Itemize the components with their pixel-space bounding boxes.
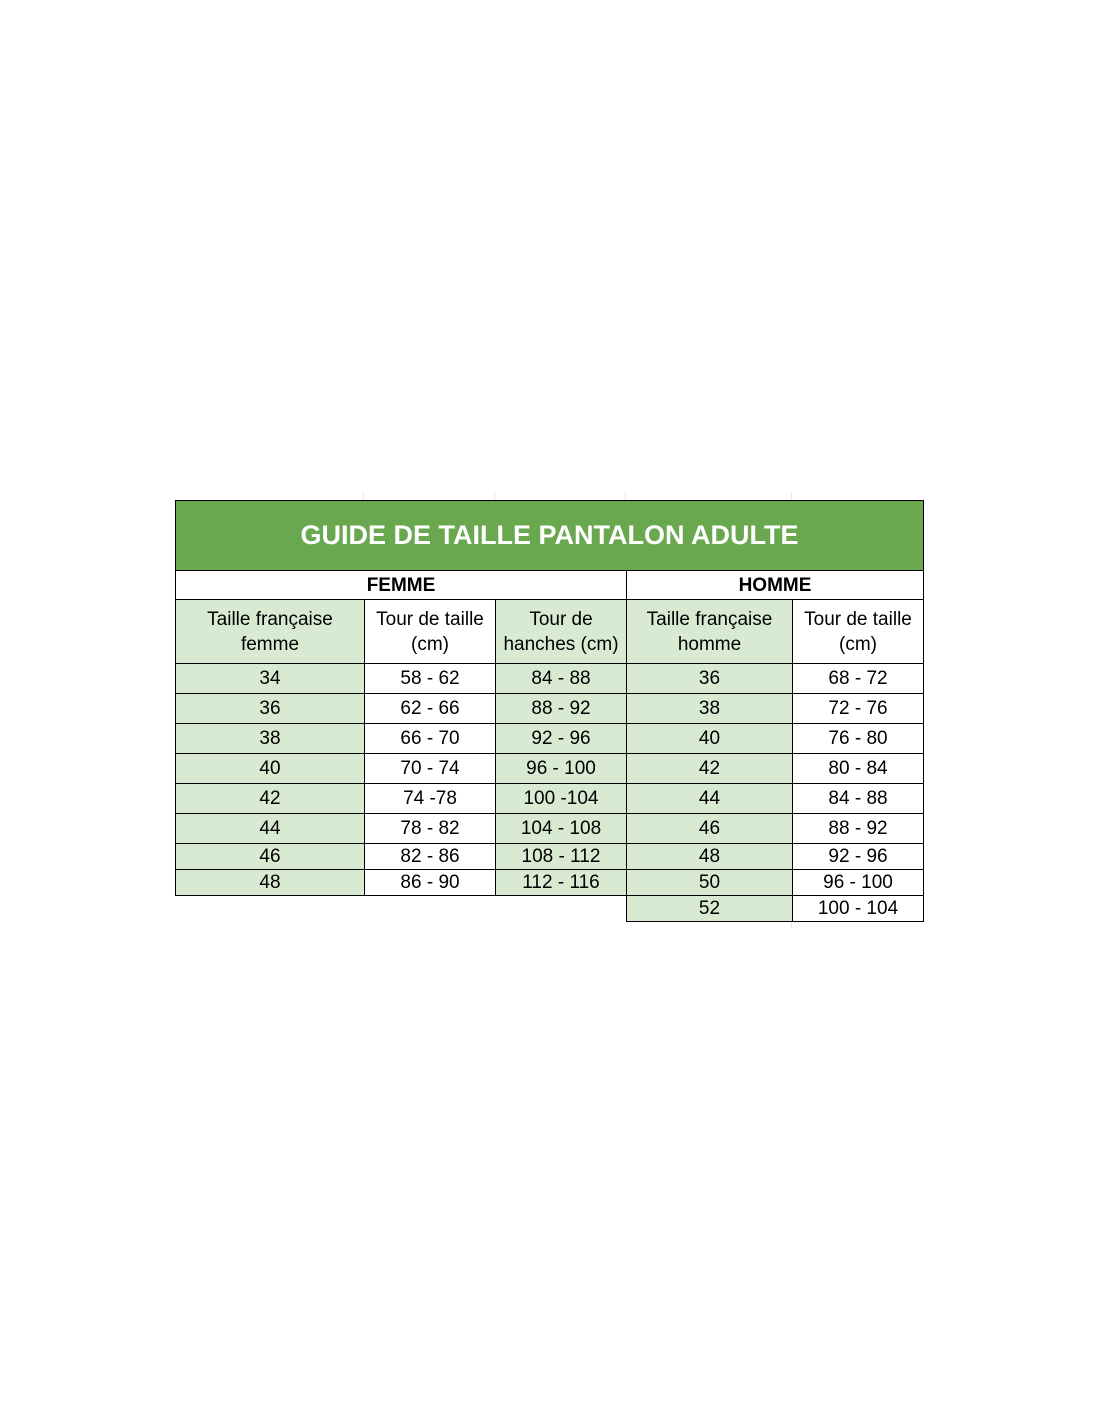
table-cell: 48 [175,869,365,896]
column-header-line: Taille française [207,608,333,630]
gridline [625,492,626,500]
column-header-line: (cm) [839,633,877,655]
table-cell: 92 - 96 [792,843,924,870]
table-cell: 48 [626,843,793,870]
table-cell: 72 - 76 [792,693,924,724]
column-header-line: Tour de taille [376,608,484,630]
table-cell: 46 [175,843,365,870]
table-cell: 86 - 90 [364,869,496,896]
group-homme: HOMME [626,570,924,600]
table-cell: 112 - 116 [495,869,627,896]
table-cell: 66 - 70 [364,723,496,754]
table-cell: 104 - 108 [495,813,627,844]
table-cell: 40 [626,723,793,754]
column-header: Taille française femme [175,599,365,664]
table-cell [496,896,627,922]
table-row: 40 70 - 74 96 - 100 42 80 - 84 [175,753,924,784]
table-cell: 44 [175,813,365,844]
table-cell: 82 - 86 [364,843,496,870]
table-cell: 62 - 66 [364,693,496,724]
table-cell: 40 [175,753,365,784]
column-header-line: Tour de [529,608,593,630]
table-title: GUIDE DE TAILLE PANTALON ADULTE [175,500,924,571]
table-row: 36 62 - 66 88 - 92 38 72 - 76 [175,693,924,724]
table-cell: 88 - 92 [495,693,627,724]
table-cell: 70 - 74 [364,753,496,784]
gridline [363,492,364,500]
table-cell: 74 -78 [364,783,496,814]
table-cell: 108 - 112 [495,843,627,870]
table-row: 46 82 - 86 108 - 112 48 92 - 96 [175,843,924,870]
table-cell: 52 [626,895,793,922]
table-cell: 100 -104 [495,783,627,814]
column-header: Tour de hanches (cm) [495,599,627,664]
column-header-line: Tour de taille [804,608,912,630]
column-header-line: homme [677,633,742,655]
table-cell: 38 [626,693,793,724]
size-guide-table: GUIDE DE TAILLE PANTALON ADULTE FEMME HO… [175,500,924,922]
table-cell: 80 - 84 [792,753,924,784]
table-cell: 88 - 92 [792,813,924,844]
table-cell [365,896,496,922]
column-header-line: femme [240,633,300,655]
gridline [791,918,792,928]
table-cell: 44 [626,783,793,814]
table-cell: 36 [626,663,793,694]
table-row: 52 100 - 104 [176,895,924,922]
column-header: Taille française homme [626,599,793,664]
table-cell [176,896,365,922]
table-cell: 42 [626,753,793,784]
table-cell: 58 - 62 [364,663,496,694]
table-row: 38 66 - 70 92 - 96 40 76 - 80 [175,723,924,754]
gridline [494,492,495,500]
gridline [791,492,792,500]
table-cell: 78 - 82 [364,813,496,844]
table-cell: 96 - 100 [792,869,924,896]
table-row: 34 58 - 62 84 - 88 36 68 - 72 [175,663,924,694]
table-cell: 84 - 88 [792,783,924,814]
table-cell: 68 - 72 [792,663,924,694]
table-cell: 50 [626,869,793,896]
table-cell: 34 [175,663,365,694]
table-cell: 76 - 80 [792,723,924,754]
table-cell: 96 - 100 [495,753,627,784]
table-cell: 92 - 96 [495,723,627,754]
table-cell: 46 [626,813,793,844]
table-cell: 84 - 88 [495,663,627,694]
table-row: 44 78 - 82 104 - 108 46 88 - 92 [175,813,924,844]
table-cell: 42 [175,783,365,814]
table-row: 42 74 -78 100 -104 44 84 - 88 [175,783,924,814]
table-cell: 36 [175,693,365,724]
group-femme: FEMME [175,570,627,600]
column-header-line: hanches (cm) [503,633,619,655]
table-cell: 100 - 104 [792,895,924,922]
table-row: 48 86 - 90 112 - 116 50 96 - 100 [175,869,924,896]
column-header: Tour de taille (cm) [792,599,924,664]
table-cell: 38 [175,723,365,754]
column-header-line: (cm) [411,633,449,655]
column-header: Tour de taille (cm) [364,599,496,664]
column-header-line: Taille française [646,608,773,630]
